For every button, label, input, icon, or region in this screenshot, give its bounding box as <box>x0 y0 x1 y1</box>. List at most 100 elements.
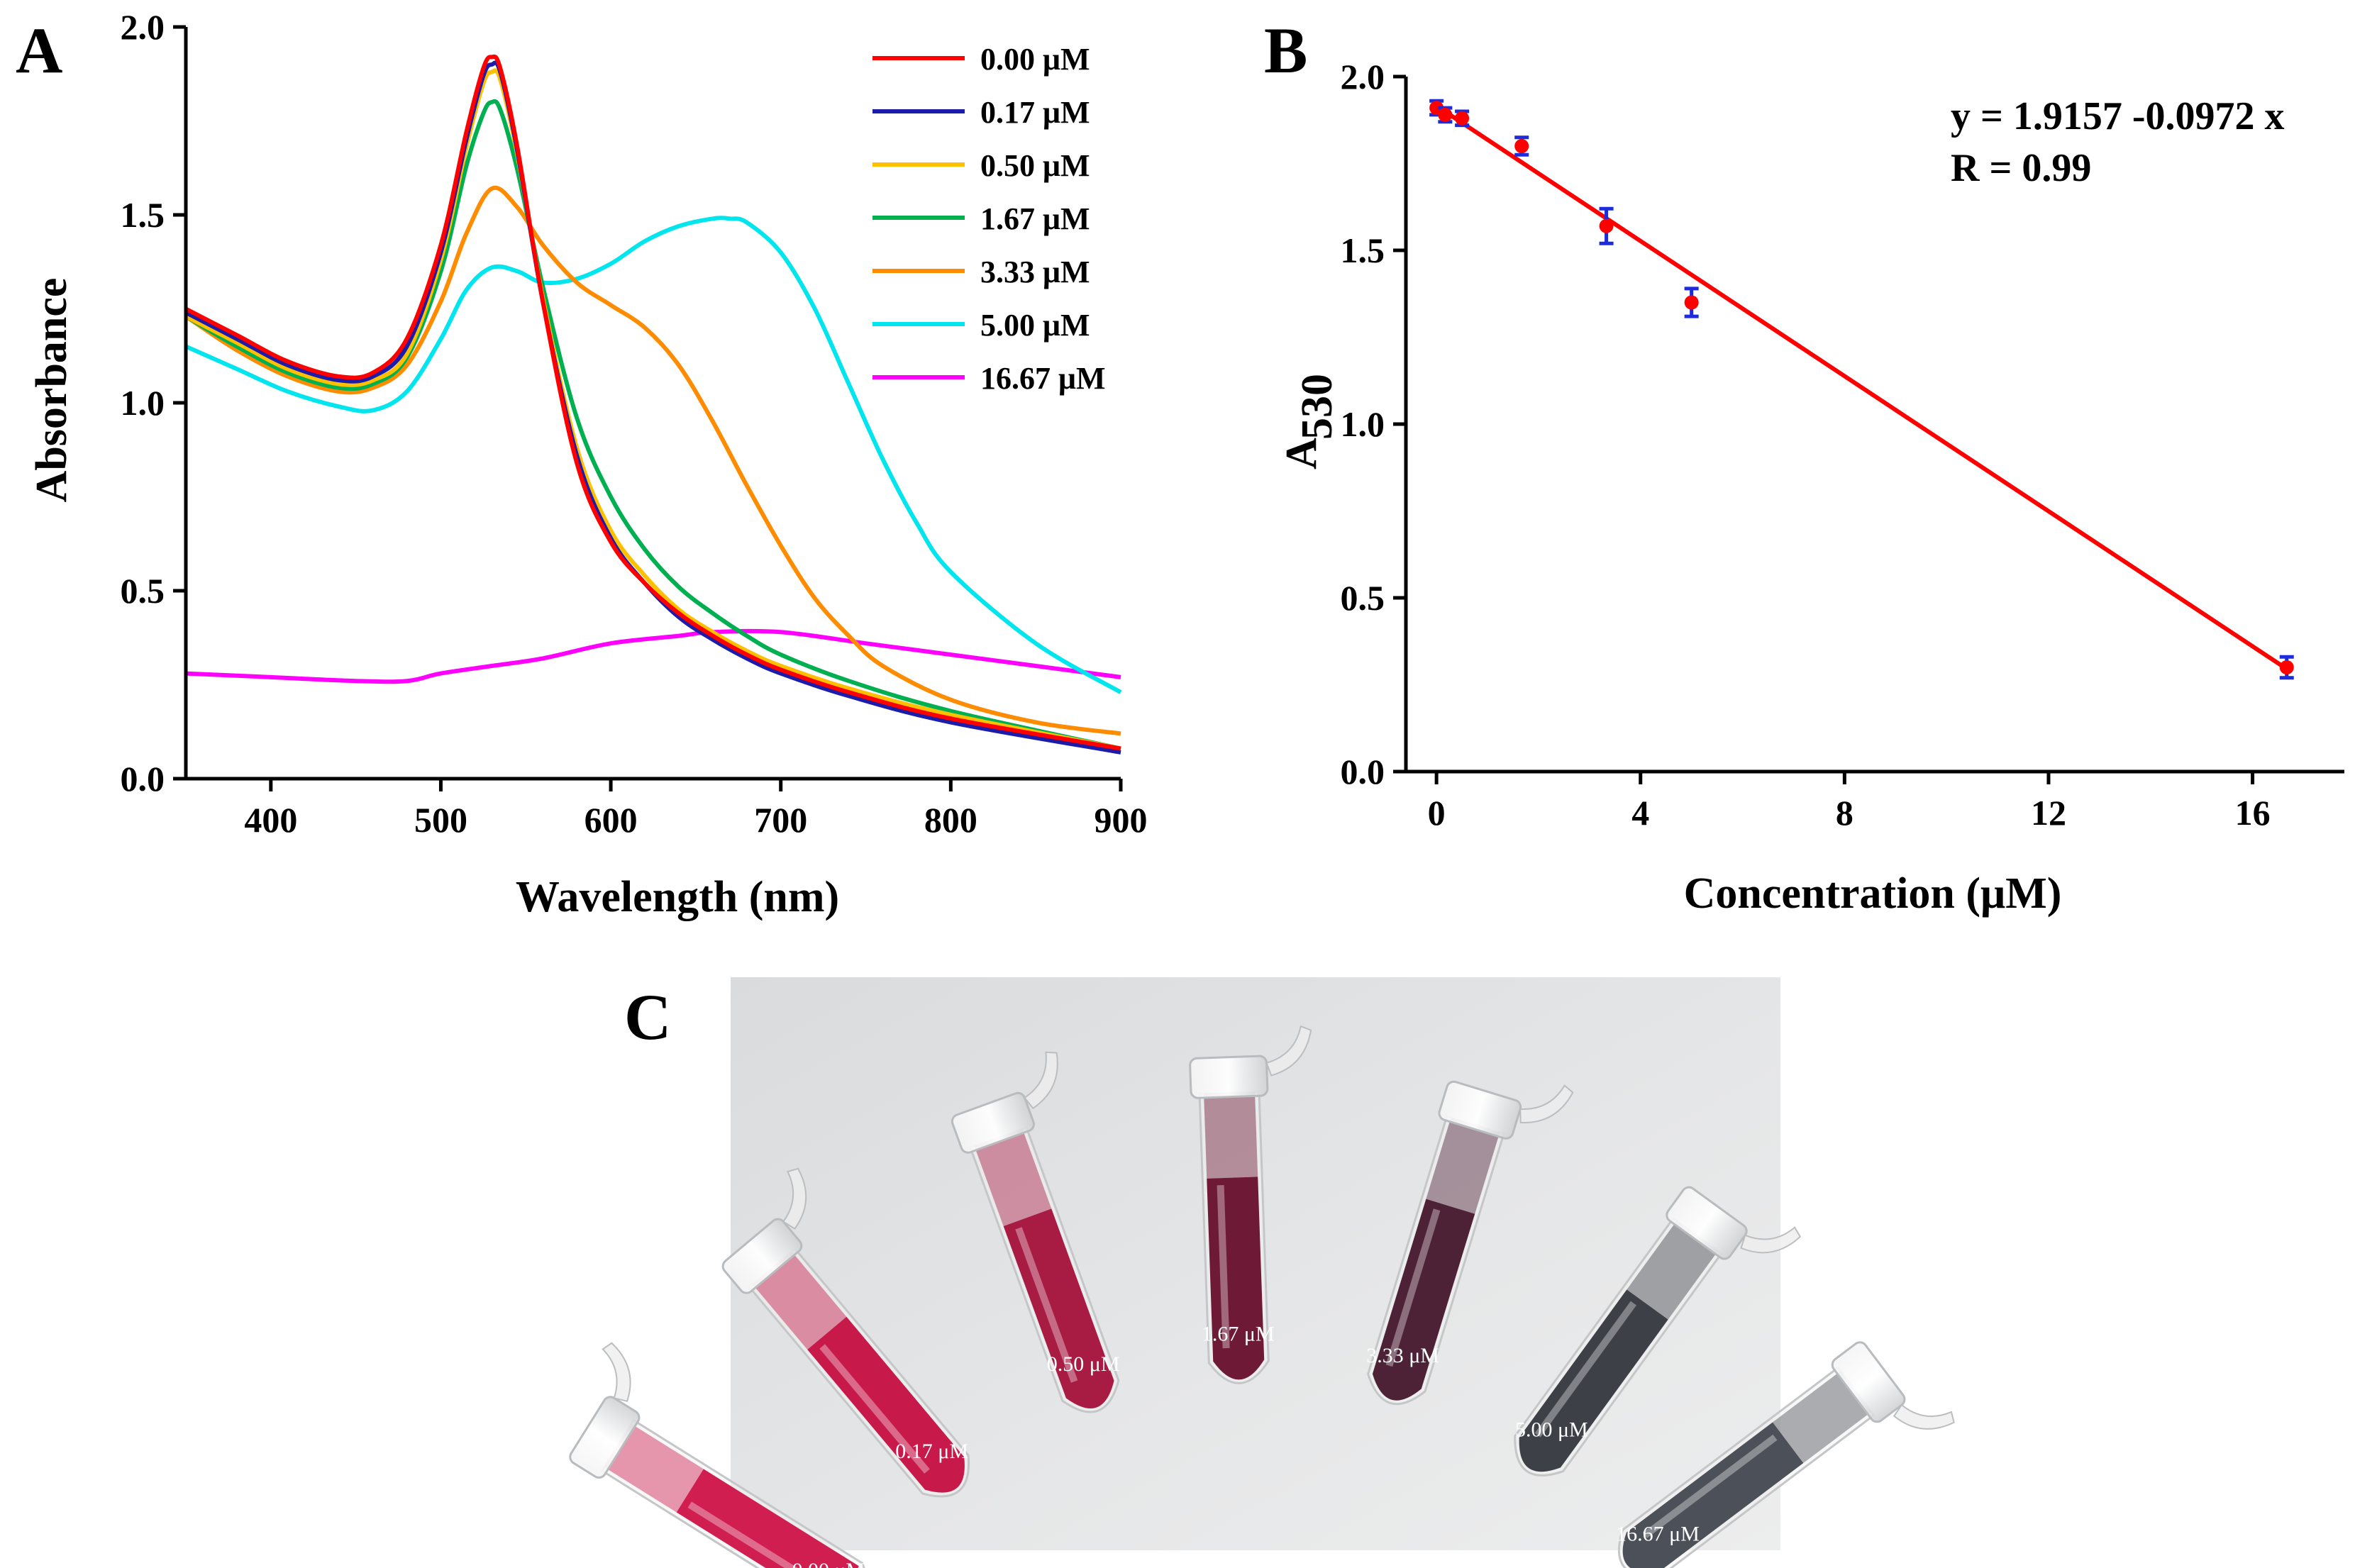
tube-headspace <box>604 1423 704 1513</box>
tube: 1.67 μM <box>1189 1025 1312 1384</box>
tube-cap <box>569 1396 641 1479</box>
tube-highlight <box>687 1501 830 1568</box>
fit-line <box>1435 104 2288 671</box>
x-tick-label: 4 <box>1631 793 1649 833</box>
tube-liquid <box>676 1469 865 1568</box>
legend-label: 16.67 μM <box>980 361 1105 396</box>
tube-cap-hinge <box>1024 1051 1058 1110</box>
x-tick-label: 800 <box>924 800 977 840</box>
panel-a-ticks: 400 500 600 700 800 900 0.0 0.5 1.0 1.5 2.0 <box>121 7 1148 840</box>
tube-cap <box>721 1218 803 1294</box>
tube-headspace <box>753 1251 847 1350</box>
legend-label: 0.00 μM <box>980 42 1090 77</box>
tube: 3.33 μM <box>1366 1080 1574 1406</box>
tube-liquid <box>1003 1208 1114 1408</box>
x-tick-label: 8 <box>1836 793 1853 833</box>
tube-highlight <box>1015 1227 1078 1383</box>
tube-liquid <box>1519 1289 1668 1472</box>
tube-cap-hinge <box>1519 1084 1574 1123</box>
legend-label: 5.00 μM <box>980 308 1090 343</box>
y-tick-label: 2.0 <box>121 7 165 47</box>
tube-label: 0.50 μM <box>1047 1352 1120 1376</box>
legend-label: 1.67 μM <box>980 201 1090 236</box>
tube-liquid <box>807 1316 965 1493</box>
spectrum-line <box>186 54 1121 751</box>
tube: 0.50 μM <box>951 1051 1120 1413</box>
tube-cap <box>1189 1055 1269 1099</box>
tube-cap-hinge <box>602 1342 631 1402</box>
y-tick-label: 0.0 <box>1341 752 1385 791</box>
tube-label: 16.67 μM <box>1616 1523 1700 1546</box>
tube-cap <box>951 1091 1035 1154</box>
tube-label: 5.00 μM <box>1515 1418 1588 1442</box>
tube-label: 0.17 μM <box>895 1440 968 1463</box>
spectrum-line <box>186 216 1122 694</box>
tube-headspace <box>1773 1371 1872 1464</box>
x-tick-label: 16 <box>2235 793 2271 833</box>
tube-cap <box>1438 1080 1522 1140</box>
tube-cap-hinge <box>782 1167 807 1230</box>
tube-cap <box>1666 1186 1748 1260</box>
tube-cap <box>1831 1341 1906 1423</box>
spectrum-line <box>186 99 1121 751</box>
x-tick-label: 400 <box>244 800 297 840</box>
x-tick-label: 12 <box>2031 793 2066 833</box>
y-tick-label: 0.0 <box>121 759 165 799</box>
tube-headspace <box>1426 1117 1500 1214</box>
tube-highlight <box>1217 1184 1230 1349</box>
tube-label: 0.00 μM <box>792 1559 865 1568</box>
panel-a-xlabel: Wavelength (nm) <box>516 873 839 921</box>
y-tick-label: 1.0 <box>1341 404 1385 444</box>
panel-c-label: C <box>624 981 671 1053</box>
data-point <box>2279 660 2294 674</box>
legend-label: 0.50 μM <box>980 148 1090 183</box>
tube-headspace <box>1204 1091 1258 1179</box>
data-point <box>1684 295 1699 310</box>
x-tick-label: 900 <box>1095 800 1148 840</box>
panel-b-equation: y = 1.9157 -0.0972 x <box>1951 94 2285 138</box>
panel-b-r-value: R = 0.99 <box>1951 146 2091 190</box>
panel-a-ylabel: Absorbance <box>28 278 76 503</box>
tube: 16.67 μM <box>1616 1341 1955 1568</box>
panel-b: B 0 4 8 12 16 0.0 0.5 1.0 1.5 2.0 Concentration (… <box>1264 14 2344 918</box>
tube-highlight <box>1534 1301 1636 1438</box>
panel-a-label: A <box>16 14 62 87</box>
x-tick-label: 600 <box>584 800 638 840</box>
data-point <box>1455 111 1470 126</box>
spectrum-line <box>186 628 1121 684</box>
tube-headspace <box>1627 1221 1719 1320</box>
panel-b-ylabel: A 530 <box>1278 374 1341 469</box>
tube-liquid <box>1372 1199 1475 1401</box>
y-tick-label: 0.5 <box>1341 578 1385 618</box>
y-tick-label: 1.5 <box>1341 230 1385 270</box>
legend-label: 3.33 μM <box>980 255 1090 289</box>
panel-b-label: B <box>1264 14 1307 87</box>
data-point <box>1599 218 1614 233</box>
y-tick-label: 0.5 <box>121 571 165 611</box>
panel-b-xlabel: Concentration (μM) <box>1684 869 2062 918</box>
tube: 0.17 μM <box>721 1167 970 1498</box>
tube-highlight <box>1385 1208 1441 1367</box>
tube-liquid <box>1207 1177 1265 1380</box>
tube-label: 3.33 μM <box>1366 1344 1439 1367</box>
legend-label: 0.17 μM <box>980 95 1090 130</box>
tube: 0.00 μM <box>569 1342 869 1568</box>
x-tick-label: 700 <box>754 800 807 840</box>
tube: 5.00 μM <box>1514 1186 1802 1477</box>
data-point <box>1438 107 1453 122</box>
tube-highlight <box>1642 1434 1778 1539</box>
y-tick-label: 1.0 <box>121 383 165 423</box>
panel-b-ylabel-sub: 530 <box>1293 374 1341 440</box>
data-point <box>1514 139 1529 153</box>
tube-headspace <box>974 1128 1052 1227</box>
panel-a: A 400 500 600 700 800 900 0.0 0.5 1.0 1.5 2.0 Wave… <box>16 7 1148 921</box>
tube-cap-hinge <box>1265 1025 1312 1077</box>
tube-row: 0.00 μM 0.17 μM 0.50 μM 1.67 μM 3.33 μM 5.00 … <box>569 1025 1955 1568</box>
spectrum-line <box>186 185 1121 736</box>
panel-b-fit <box>1435 104 2288 671</box>
panel-b-ticks: 0 4 8 12 16 0.0 0.5 1.0 1.5 2.0 <box>1341 57 2271 833</box>
tube-cap-hinge <box>1740 1226 1802 1254</box>
panel-a-series <box>186 54 1122 755</box>
panel-b-ylabel-main: A <box>1278 438 1326 469</box>
